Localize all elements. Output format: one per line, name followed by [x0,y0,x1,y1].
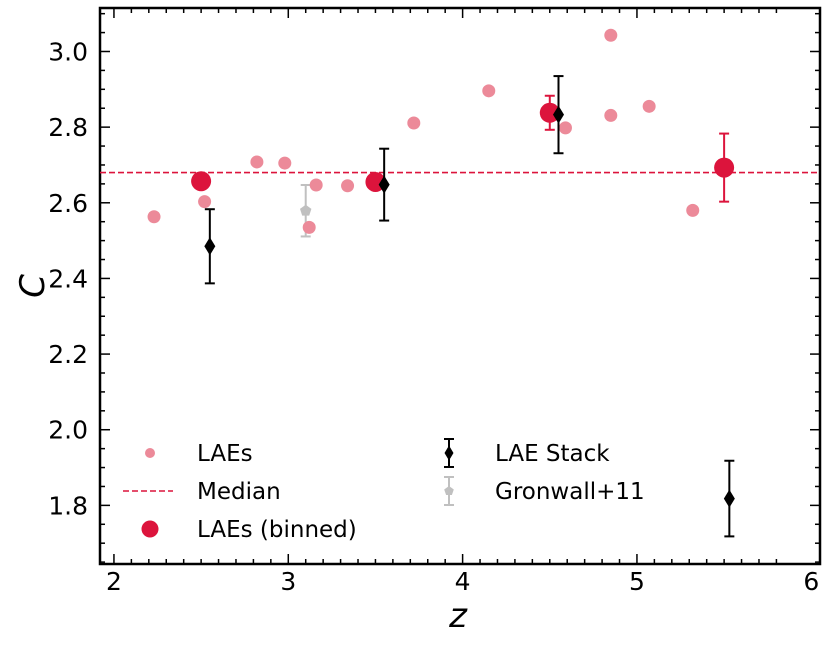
legend-stack-marker [444,445,454,461]
x-tick-label: 5 [629,567,645,596]
y-tick-label: 2.8 [48,113,88,142]
y-axis-label: C [13,274,53,298]
lae-stack-point [378,175,390,194]
y-tick-label: 2.2 [48,340,88,369]
y-tick-label: 2.4 [48,264,88,293]
lae-stack-point [204,237,216,256]
legend-lae-marker [145,448,155,458]
data-marks [147,28,735,538]
lae-point [558,121,572,135]
lae-binned-point [539,102,560,123]
y-tick-label: 2.0 [48,416,88,445]
lae-stack-point [723,489,735,508]
y-tick-label: 3.0 [48,37,88,66]
y-tick-label: 1.8 [48,491,88,520]
legend-binned-marker [141,520,159,538]
lae-point [147,210,161,224]
legend: LAEs Median LAEs (binned) LAE Stack Gronwall… [123,438,645,543]
legend-stack-label: LAE Stack [495,441,610,467]
lae-point [604,108,618,122]
x-tick-label: 6 [803,567,819,596]
lae-point [604,28,618,42]
lae-stack-point [552,105,564,124]
lae-point [278,156,292,170]
lae-point [686,203,700,217]
lae-point [642,99,656,113]
legend-lae-label: LAEs [197,441,253,467]
legend-median-label: Median [197,479,281,505]
x-axis-label: z [448,596,468,636]
y-tick-label: 2.6 [48,189,88,218]
lae-binned-point [714,157,735,178]
lae-point [198,195,212,209]
lae-point [309,178,323,192]
legend-gronwall-label: Gronwall+11 [495,479,645,505]
axis-ticks: 2 3 4 5 6 1.8 2.0 2.2 2.4 2.6 2.8 3.0 [48,8,820,596]
lae-binned-point [191,171,212,192]
lae-point [407,116,421,130]
legend-gronwall-marker [444,486,454,495]
x-tick-label: 2 [106,567,122,596]
lae-point [302,220,316,234]
gronwall-point [300,204,312,216]
plot-frame [98,6,822,566]
x-tick-label: 4 [455,567,471,596]
lae-point [250,155,264,169]
lae-point [482,84,496,98]
legend-binned-label: LAEs (binned) [197,517,357,543]
lae-point [341,179,355,193]
x-tick-label: 3 [280,567,296,596]
